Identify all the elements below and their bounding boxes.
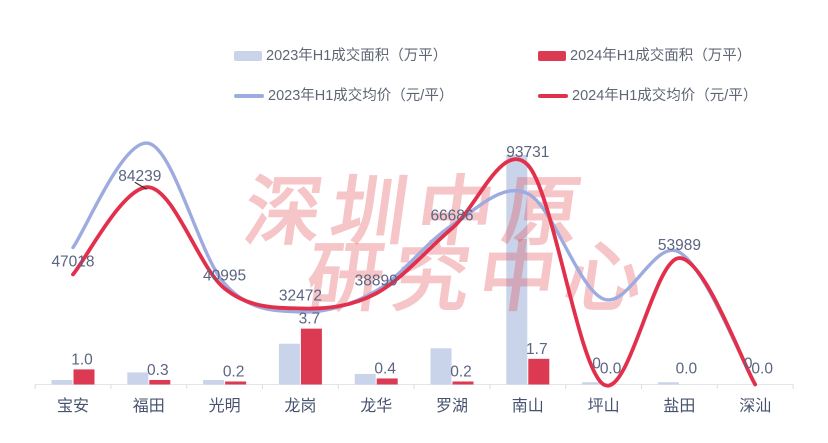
legend-swatch-bar-2023 xyxy=(234,51,262,61)
price-label-罗湖: 66686 xyxy=(430,207,473,224)
x-axis-label-龙岗: 龙岗 xyxy=(284,397,316,415)
bar-2024-龙华 xyxy=(376,378,398,385)
bar-2023-坪山 xyxy=(582,382,604,385)
legend-item-2024-area[interactable]: 2024年H1成交面积（万平） xyxy=(538,46,751,66)
price-line-2023 xyxy=(71,141,757,387)
x-axis-label-南山: 南山 xyxy=(512,397,544,415)
bar-2023-龙华 xyxy=(354,373,376,385)
bar-2024-光明 xyxy=(225,381,247,385)
watermark-line-2: 研究中心 xyxy=(302,236,658,321)
area-label-龙华: 0.4 xyxy=(374,360,396,377)
price-label-南山: 93731 xyxy=(506,144,549,161)
bar-2023-罗湖 xyxy=(430,348,452,385)
legend-item-2024-price[interactable]: 2024年H1成交均价（元/平） xyxy=(538,86,757,106)
x-axis-label-龙华: 龙华 xyxy=(360,397,392,415)
price-label-坪山: 0 xyxy=(592,356,601,373)
price-label-盐田: 53989 xyxy=(658,237,701,254)
svg-text:研究中心: 研究中心 xyxy=(302,236,658,321)
legend-item-2023-area[interactable]: 2023年H1成交面积（万平） xyxy=(234,46,538,66)
price-label-福田: 84239 xyxy=(118,168,161,185)
x-axis-label-福田: 福田 xyxy=(133,397,165,415)
watermark-line-1: 深圳中原 xyxy=(240,170,596,255)
svg-text:深圳中原: 深圳中原 xyxy=(240,170,596,255)
area-label-深汕: 0.0 xyxy=(751,361,773,378)
price-label-深汕: 0 xyxy=(744,356,753,373)
bar-2023-龙岗 xyxy=(278,343,300,385)
area-label-宝安: 1.0 xyxy=(71,351,93,368)
bar-2023-光明 xyxy=(203,379,225,385)
price-label-光明: 40995 xyxy=(203,267,246,284)
legend-swatch-line-2024 xyxy=(538,94,568,98)
bar-2024-福田 xyxy=(149,379,171,385)
legend-swatch-line-2023 xyxy=(234,94,264,98)
area-label-罗湖: 0.2 xyxy=(450,363,472,380)
x-axis-label-罗湖: 罗湖 xyxy=(436,397,468,415)
legend-label-2024-area: 2024年H1成交面积（万平） xyxy=(570,48,752,64)
price-label-龙岗: 32472 xyxy=(279,287,322,304)
price-line-2024 xyxy=(71,157,758,388)
bar-2023-盐田 xyxy=(657,382,679,385)
legend-swatch-bar-2024 xyxy=(538,51,566,61)
legend-row-2: 2023年H1成交均价（元/平） 2024年H1成交均价（元/平） xyxy=(234,86,814,106)
legend-label-2023-price: 2023年H1成交均价（元/平） xyxy=(268,88,454,104)
x-axis-label-宝安: 宝安 xyxy=(57,397,89,415)
legend-row-1: 2023年H1成交面积（万平） 2024年H1成交面积（万平） xyxy=(234,46,814,66)
price-label-龙华: 38899 xyxy=(355,272,398,289)
area-label-盐田: 0.0 xyxy=(676,361,698,378)
x-axis-label-坪山: 坪山 xyxy=(588,397,620,415)
area-label-福田: 0.3 xyxy=(147,362,169,379)
bar-2024-罗湖 xyxy=(452,381,474,385)
bar-2023-福田 xyxy=(127,372,149,385)
bar-2024-宝安 xyxy=(73,369,95,385)
legend-item-2023-price[interactable]: 2023年H1成交均价（元/平） xyxy=(234,86,538,106)
bar-2023-宝安 xyxy=(51,379,73,385)
price-label-宝安: 47018 xyxy=(51,253,94,270)
area-label-光明: 0.2 xyxy=(223,363,245,380)
x-axis-label-光明: 光明 xyxy=(209,397,241,415)
bar-2024-南山 xyxy=(528,358,550,385)
area-label-龙岗: 3.7 xyxy=(299,311,321,328)
chart-legend: 2023年H1成交面积（万平） 2024年H1成交面积（万平） 2023年H1成… xyxy=(234,46,814,126)
area-label-坪山: 0.0 xyxy=(600,361,622,378)
legend-label-2024-price: 2024年H1成交均价（元/平） xyxy=(572,88,758,104)
label-leader-line xyxy=(134,181,148,190)
bar-2024-龙岗 xyxy=(300,328,322,385)
area-label-南山: 1.7 xyxy=(526,341,548,358)
legend-label-2023-area: 2023年H1成交面积（万平） xyxy=(266,48,448,64)
bar-2023-南山 xyxy=(506,154,528,385)
x-axis-label-盐田: 盐田 xyxy=(663,397,695,415)
x-axis-label-深汕: 深汕 xyxy=(739,397,771,415)
